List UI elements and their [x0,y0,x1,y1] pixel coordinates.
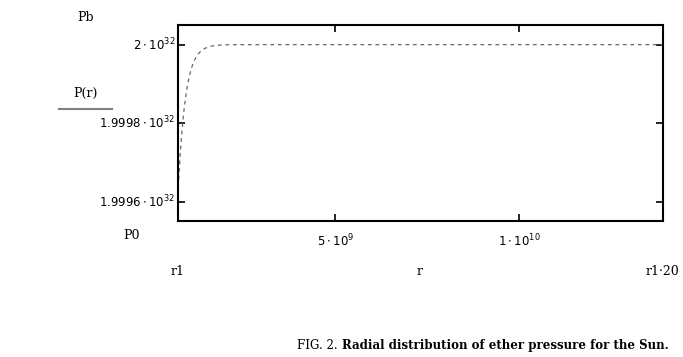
Text: $1.9996 \cdot 10^{32}$: $1.9996 \cdot 10^{32}$ [99,193,175,210]
Text: Pb: Pb [77,11,94,24]
Text: P0: P0 [123,229,140,242]
Text: FIG. 2.: FIG. 2. [297,339,342,352]
Text: $2 \cdot 10^{32}$: $2 \cdot 10^{32}$ [133,36,175,53]
Text: $1 \cdot 10^{10}$: $1 \cdot 10^{10}$ [497,233,540,250]
Text: r: r [417,265,423,277]
Text: Radial distribution of ether pressure for the Sun.: Radial distribution of ether pressure fo… [342,339,668,352]
Text: r1: r1 [171,265,184,277]
Text: $1.9998 \cdot 10^{32}$: $1.9998 \cdot 10^{32}$ [99,115,175,131]
Text: P(r): P(r) [73,87,98,100]
Text: $5 \cdot 10^{9}$: $5 \cdot 10^{9}$ [317,233,354,250]
Text: r1·20: r1·20 [645,265,680,277]
